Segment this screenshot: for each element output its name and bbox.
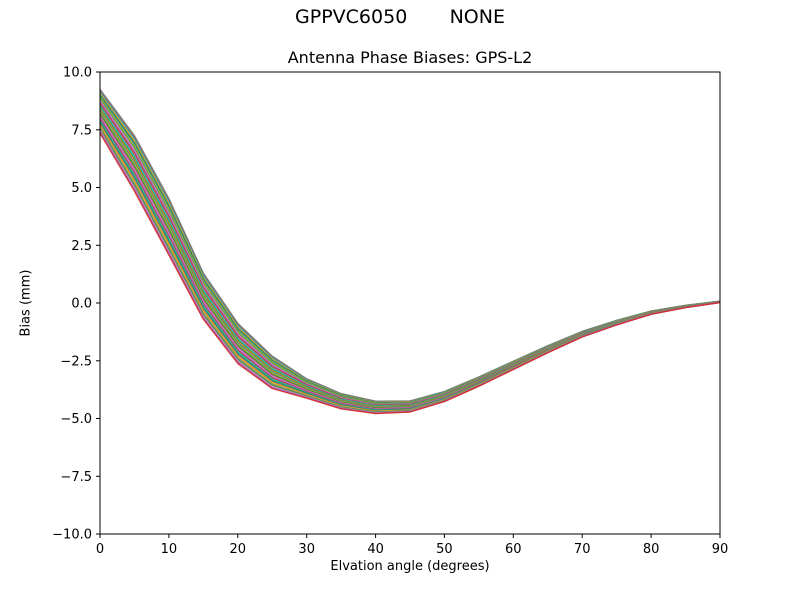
- y-axis-label: Bias (mm): [18, 269, 34, 337]
- y-tick-label: −5.0: [60, 412, 92, 427]
- axes-box: [99, 71, 721, 535]
- x-tick-label: 10: [161, 542, 178, 557]
- x-tick-label: 90: [712, 542, 729, 557]
- x-tick-label: 80: [643, 542, 660, 557]
- y-tick-label: 5.0: [71, 181, 92, 196]
- chart-title: Antenna Phase Biases: GPS-L2: [287, 48, 533, 67]
- x-tick-label: 40: [367, 542, 384, 557]
- bias-curve: [99, 88, 721, 402]
- bias-curve: [99, 90, 721, 403]
- y-tick-label: −2.5: [60, 354, 92, 369]
- y-tick-label: 7.5: [71, 123, 92, 138]
- x-tick-label: 0: [96, 542, 104, 557]
- y-tick-label: −7.5: [60, 470, 92, 485]
- y-tick-label: −10.0: [52, 528, 92, 543]
- x-axis-label: Elvation angle (degrees): [330, 559, 490, 574]
- figure-suptitle: GPPVC6050 NONE: [295, 6, 505, 28]
- y-tick-label: 0.0: [71, 297, 92, 312]
- x-tick-label: 70: [574, 542, 591, 557]
- x-tick-label: 30: [298, 542, 315, 557]
- bias-curve: [99, 132, 721, 415]
- x-tick-label: 60: [505, 542, 522, 557]
- x-tick-label: 20: [230, 542, 247, 557]
- x-tick-label: 50: [436, 542, 453, 557]
- bias-curve: [99, 91, 721, 403]
- y-tick-label: 10.0: [63, 66, 92, 81]
- bias-curve: [99, 94, 721, 404]
- bias-curve: [99, 93, 721, 404]
- y-tick-label: 2.5: [71, 239, 92, 254]
